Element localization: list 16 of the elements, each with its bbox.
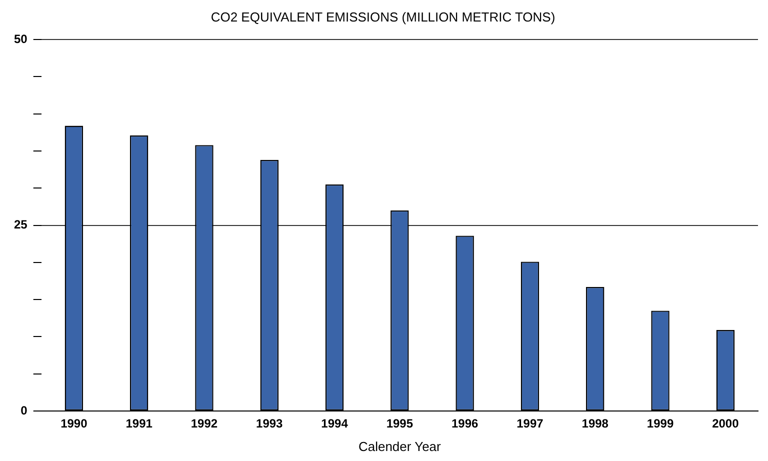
x-tick-label: 1997: [516, 416, 544, 431]
y-tick-label: 25: [14, 218, 28, 232]
x-tick-label: 1990: [60, 416, 88, 431]
x-tick-label: 1995: [386, 416, 414, 431]
y-tick-label: 0: [20, 403, 28, 418]
x-tick-label: 1992: [190, 416, 218, 431]
x-tick-label: 1996: [451, 416, 478, 431]
x-tick-label: 1993: [256, 416, 284, 431]
x-axis-title: Calender Year: [358, 438, 442, 454]
x-tick-label: 1994: [321, 416, 348, 431]
x-tick-label: 1991: [126, 416, 153, 431]
x-tick-label: 2000: [712, 416, 740, 431]
x-tick-label: 1998: [582, 416, 609, 431]
chart-title: CO2 EQUIVALENT EMISSIONS (MILLION METRIC TONS): [210, 9, 556, 24]
y-tick-label: 50: [14, 32, 28, 46]
x-tick-label: 1999: [646, 416, 674, 431]
